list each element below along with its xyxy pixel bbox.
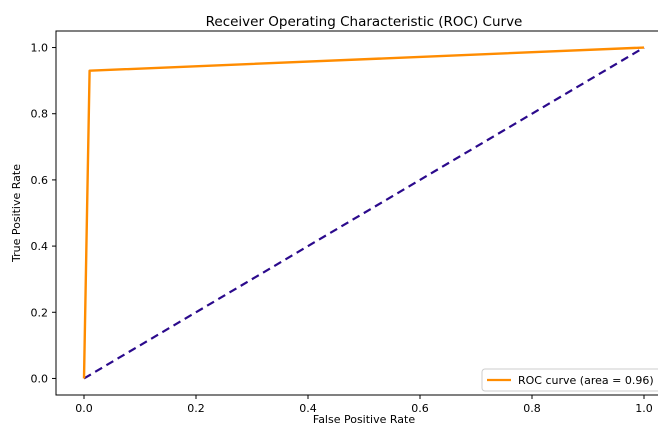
- x-tick-label: 0.8: [523, 402, 541, 415]
- x-tick-label: 0.0: [75, 402, 93, 415]
- legend: ROC curve (area = 0.96): [481, 368, 658, 392]
- x-tick-label: 0.2: [187, 402, 205, 415]
- plot-area: 0.0 0.2 0.4 0.6 0.8 1.0 0.0 0.2 0.4 0.6 0.8 1.0: [31, 30, 658, 415]
- y-tick-label: 0.8: [31, 108, 49, 121]
- x-tick-label: 0.6: [411, 402, 429, 415]
- legend-box: [481, 368, 658, 392]
- y-tick-label: 0.6: [31, 174, 49, 187]
- legend-label: ROC curve (area = 0.96): [518, 374, 654, 387]
- x-axis-label: False Positive Rate: [313, 413, 415, 426]
- x-tick-label: 0.4: [299, 402, 317, 415]
- series-layer: [82, 46, 645, 380]
- y-tick-label: 1.0: [31, 42, 49, 55]
- y-tick-label: 0.2: [31, 306, 49, 319]
- y-axis: 0.0 0.2 0.4 0.6 0.8 1.0: [31, 42, 56, 385]
- y-axis-label: True Positive Rate: [10, 164, 23, 263]
- chart-title: Receiver Operating Characteristic (ROC) …: [206, 14, 523, 30]
- y-tick-label: 0.4: [31, 240, 49, 253]
- plot-frame: [55, 30, 658, 396]
- roc-curve-line: [82, 46, 645, 379]
- diagonal-reference-line: [83, 46, 645, 380]
- x-axis: 0.0 0.2 0.4 0.6 0.8 1.0: [75, 395, 653, 415]
- y-tick-label: 0.0: [31, 372, 49, 385]
- x-tick-label: 1.0: [635, 402, 653, 415]
